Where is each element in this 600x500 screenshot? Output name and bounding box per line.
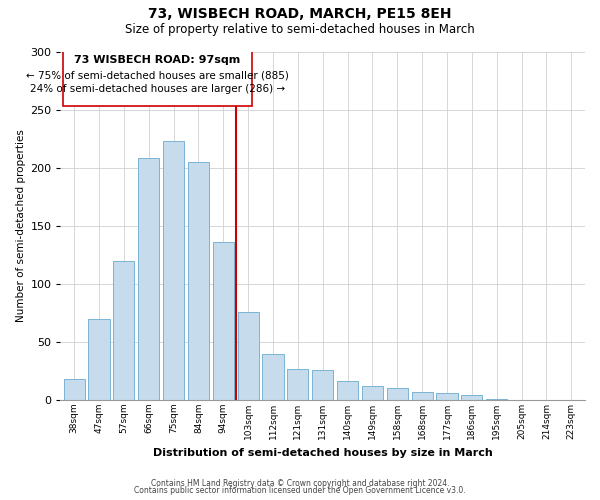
Bar (387, 388, 408, 400)
Text: 73, WISBECH ROAD, MARCH, PE15 8EH: 73, WISBECH ROAD, MARCH, PE15 8EH (148, 8, 452, 22)
Bar (362, 386, 383, 400)
Text: ← 75% of semi-detached houses are smaller (885): ← 75% of semi-detached houses are smalle… (26, 70, 289, 80)
Bar (486, 399, 508, 400)
Text: Contains public sector information licensed under the Open Government Licence v3: Contains public sector information licen… (134, 486, 466, 495)
Bar (113, 260, 134, 400)
Text: Size of property relative to semi-detached houses in March: Size of property relative to semi-detach… (125, 22, 475, 36)
Bar (138, 158, 160, 400)
Bar (287, 368, 308, 400)
Bar (312, 370, 334, 400)
Bar (262, 354, 284, 400)
Bar (213, 242, 234, 400)
Text: 24% of semi-detached houses are larger (286) →: 24% of semi-detached houses are larger (… (30, 84, 285, 94)
Bar (88, 318, 110, 400)
Text: 73 WISBECH ROAD: 97sqm: 73 WISBECH ROAD: 97sqm (74, 55, 241, 65)
Bar (238, 312, 259, 400)
Bar (461, 396, 482, 400)
Bar (163, 141, 184, 400)
Bar (64, 379, 85, 400)
Text: Contains HM Land Registry data © Crown copyright and database right 2024.: Contains HM Land Registry data © Crown c… (151, 478, 449, 488)
FancyBboxPatch shape (63, 49, 252, 106)
Bar (436, 393, 458, 400)
Bar (188, 162, 209, 400)
X-axis label: Distribution of semi-detached houses by size in March: Distribution of semi-detached houses by … (153, 448, 493, 458)
Bar (412, 392, 433, 400)
Y-axis label: Number of semi-detached properties: Number of semi-detached properties (16, 130, 26, 322)
Bar (337, 382, 358, 400)
